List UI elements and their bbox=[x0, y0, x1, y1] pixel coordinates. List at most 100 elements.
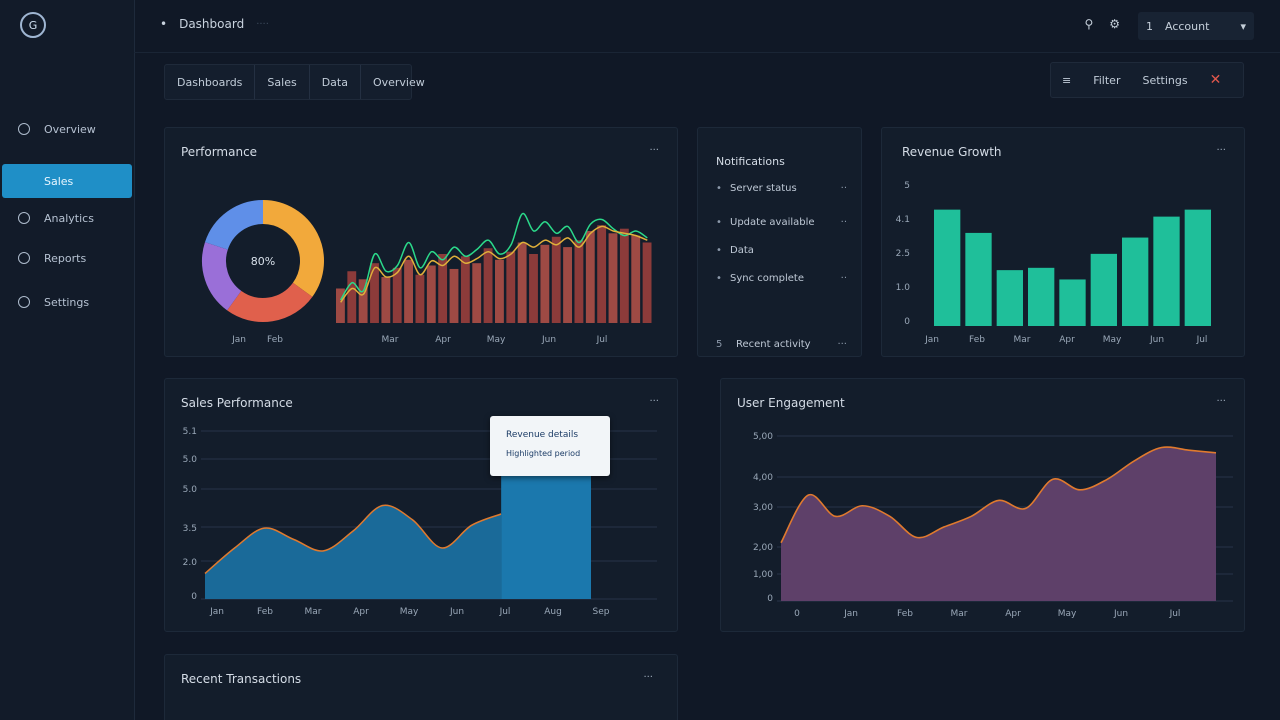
y-tick-label: 1,00 bbox=[753, 570, 773, 580]
bar bbox=[1184, 209, 1211, 326]
filter-button[interactable]: Filter bbox=[1093, 73, 1121, 87]
combo-bar bbox=[347, 271, 357, 323]
combo-bar bbox=[642, 242, 652, 323]
combo-bar bbox=[415, 274, 425, 323]
bar bbox=[965, 232, 992, 326]
list-item[interactable]: • Update available ·· bbox=[716, 208, 847, 236]
bullet-icon: • bbox=[716, 272, 722, 284]
x-tick-label: Jul bbox=[499, 607, 511, 617]
x-tick-label: 0 bbox=[794, 609, 800, 619]
donut-slice bbox=[227, 282, 313, 322]
y-tick-label: 2.5 bbox=[896, 249, 910, 259]
x-tick-label: Jun bbox=[449, 607, 464, 617]
chart-tooltip: Revenue details Highlighted period bbox=[490, 416, 610, 476]
filter-data-button[interactable]: Data bbox=[310, 65, 361, 99]
list-item[interactable]: • Sync complete ·· bbox=[716, 264, 847, 292]
combo-bar bbox=[426, 265, 436, 323]
bullet-icon: • bbox=[716, 244, 722, 256]
filter-group: Dashboards Sales Data Overview bbox=[164, 64, 425, 100]
donut-slice bbox=[204, 200, 264, 251]
y-tick-label: 5 bbox=[904, 181, 910, 191]
close-icon[interactable]: ✕ bbox=[1209, 72, 1222, 88]
y-tick-label: 5.0 bbox=[183, 485, 198, 495]
filter-dashboards-button[interactable]: Dashboards bbox=[165, 65, 256, 99]
account-label: Account bbox=[1165, 19, 1210, 33]
more-icon[interactable]: ··· bbox=[1216, 396, 1226, 407]
sidebar-item-analytics[interactable]: Analytics bbox=[0, 201, 134, 235]
settings-icon[interactable]: ⚙ bbox=[1109, 17, 1120, 31]
combo-bar bbox=[619, 228, 629, 323]
x-tick-label: Mar bbox=[951, 609, 968, 619]
combo-bar bbox=[540, 244, 550, 323]
x-tick-label: Jul bbox=[1196, 335, 1208, 345]
more-icon[interactable]: ··· bbox=[1216, 145, 1226, 156]
combo-bar bbox=[517, 242, 527, 323]
list-item[interactable]: • Data bbox=[716, 236, 847, 264]
combo-bar bbox=[529, 254, 538, 323]
x-tick-label: Feb bbox=[969, 335, 985, 345]
x-tick-label: Jan bbox=[209, 607, 224, 617]
sidebar-item-overview[interactable]: Overview bbox=[0, 112, 134, 146]
sidebar-item-sales[interactable]: Sales bbox=[2, 164, 132, 198]
y-tick-label: 5,00 bbox=[753, 432, 773, 442]
topbar: • Dashboard ···· ⚲ ⚙ 1 Account ▾ bbox=[134, 0, 1280, 53]
combo-bar bbox=[585, 231, 595, 323]
y-tick-label: 2,00 bbox=[753, 543, 773, 553]
y-tick-label: 3.5 bbox=[183, 524, 197, 534]
combo-bar bbox=[631, 235, 641, 323]
list-item-text: Sync complete bbox=[730, 272, 804, 284]
x-tick-label: Jan bbox=[924, 335, 939, 345]
more-icon[interactable]: ··· bbox=[649, 396, 659, 407]
bar bbox=[996, 270, 1023, 326]
app-logo[interactable]: G bbox=[20, 12, 46, 38]
x-tick-label: Apr bbox=[1059, 335, 1075, 345]
more-icon[interactable]: ··· bbox=[649, 145, 659, 156]
card-title: Revenue Growth bbox=[902, 145, 1002, 159]
area-line bbox=[780, 446, 1217, 544]
sidebar-item-label: Overview bbox=[44, 122, 96, 136]
account-number: 1 bbox=[1146, 19, 1153, 33]
area-fill bbox=[205, 505, 502, 599]
sidebar-item-reports[interactable]: Reports bbox=[0, 241, 134, 275]
toolbar-right: ≡ Filter Settings ✕ bbox=[1050, 62, 1244, 98]
combo-bar bbox=[563, 247, 572, 323]
breadcrumb-bullet: • bbox=[160, 17, 168, 31]
recent-activity-row[interactable]: 5 Recent activity ··· bbox=[716, 330, 847, 358]
notification-list: Notifications • Server status ·· • Updat… bbox=[716, 148, 847, 358]
x-tick-label: Feb bbox=[897, 609, 913, 619]
sidebar: G Overview Sales Analytics Reports Setti… bbox=[0, 0, 135, 720]
filter-overview-button[interactable]: Overview bbox=[372, 75, 425, 89]
combo-bar bbox=[392, 267, 402, 323]
x-tick-label: Aug bbox=[544, 607, 562, 617]
y-tick-label: 3,00 bbox=[753, 503, 773, 513]
combo-bar bbox=[438, 254, 448, 323]
x-tick-label: May bbox=[1058, 609, 1077, 619]
x-tick-label: Apr bbox=[435, 335, 451, 345]
filter-sales-button[interactable]: Sales bbox=[255, 65, 310, 99]
list-item[interactable]: • Server status ·· bbox=[716, 174, 847, 202]
search-icon[interactable]: ⚲ bbox=[1084, 17, 1094, 31]
x-tick-label: Jan bbox=[231, 335, 246, 345]
y-tick-label: 5.1 bbox=[183, 427, 197, 437]
chart-icon bbox=[18, 212, 30, 224]
combo-bar bbox=[460, 256, 470, 323]
notifications-card: Notifications • Server status ·· • Updat… bbox=[697, 127, 862, 357]
sidebar-item-label: Reports bbox=[44, 251, 87, 265]
y-tick-label: 4.1 bbox=[896, 215, 910, 225]
donut-slice bbox=[202, 242, 242, 311]
bar bbox=[1153, 216, 1180, 326]
performance-card: Performance ··· 80% Jan Feb Mar Apr May Jun J… bbox=[164, 127, 678, 357]
menu-icon[interactable]: ≡ bbox=[1062, 73, 1072, 87]
account-dropdown[interactable]: 1 Account ▾ bbox=[1138, 12, 1254, 40]
more-icon[interactable]: ··· bbox=[643, 672, 653, 683]
x-tick-label: Feb bbox=[267, 335, 283, 345]
settings-button[interactable]: Settings bbox=[1142, 73, 1188, 87]
circle-icon bbox=[18, 123, 30, 135]
x-tick-label: Jul bbox=[596, 335, 608, 345]
combo-bar bbox=[574, 240, 584, 323]
sidebar-item-settings[interactable]: Settings bbox=[0, 285, 134, 319]
combo-bar bbox=[404, 259, 413, 323]
breadcrumb: • Dashboard ···· bbox=[160, 17, 269, 31]
series-line bbox=[340, 225, 648, 303]
y-tick-label: 5.0 bbox=[183, 455, 198, 465]
